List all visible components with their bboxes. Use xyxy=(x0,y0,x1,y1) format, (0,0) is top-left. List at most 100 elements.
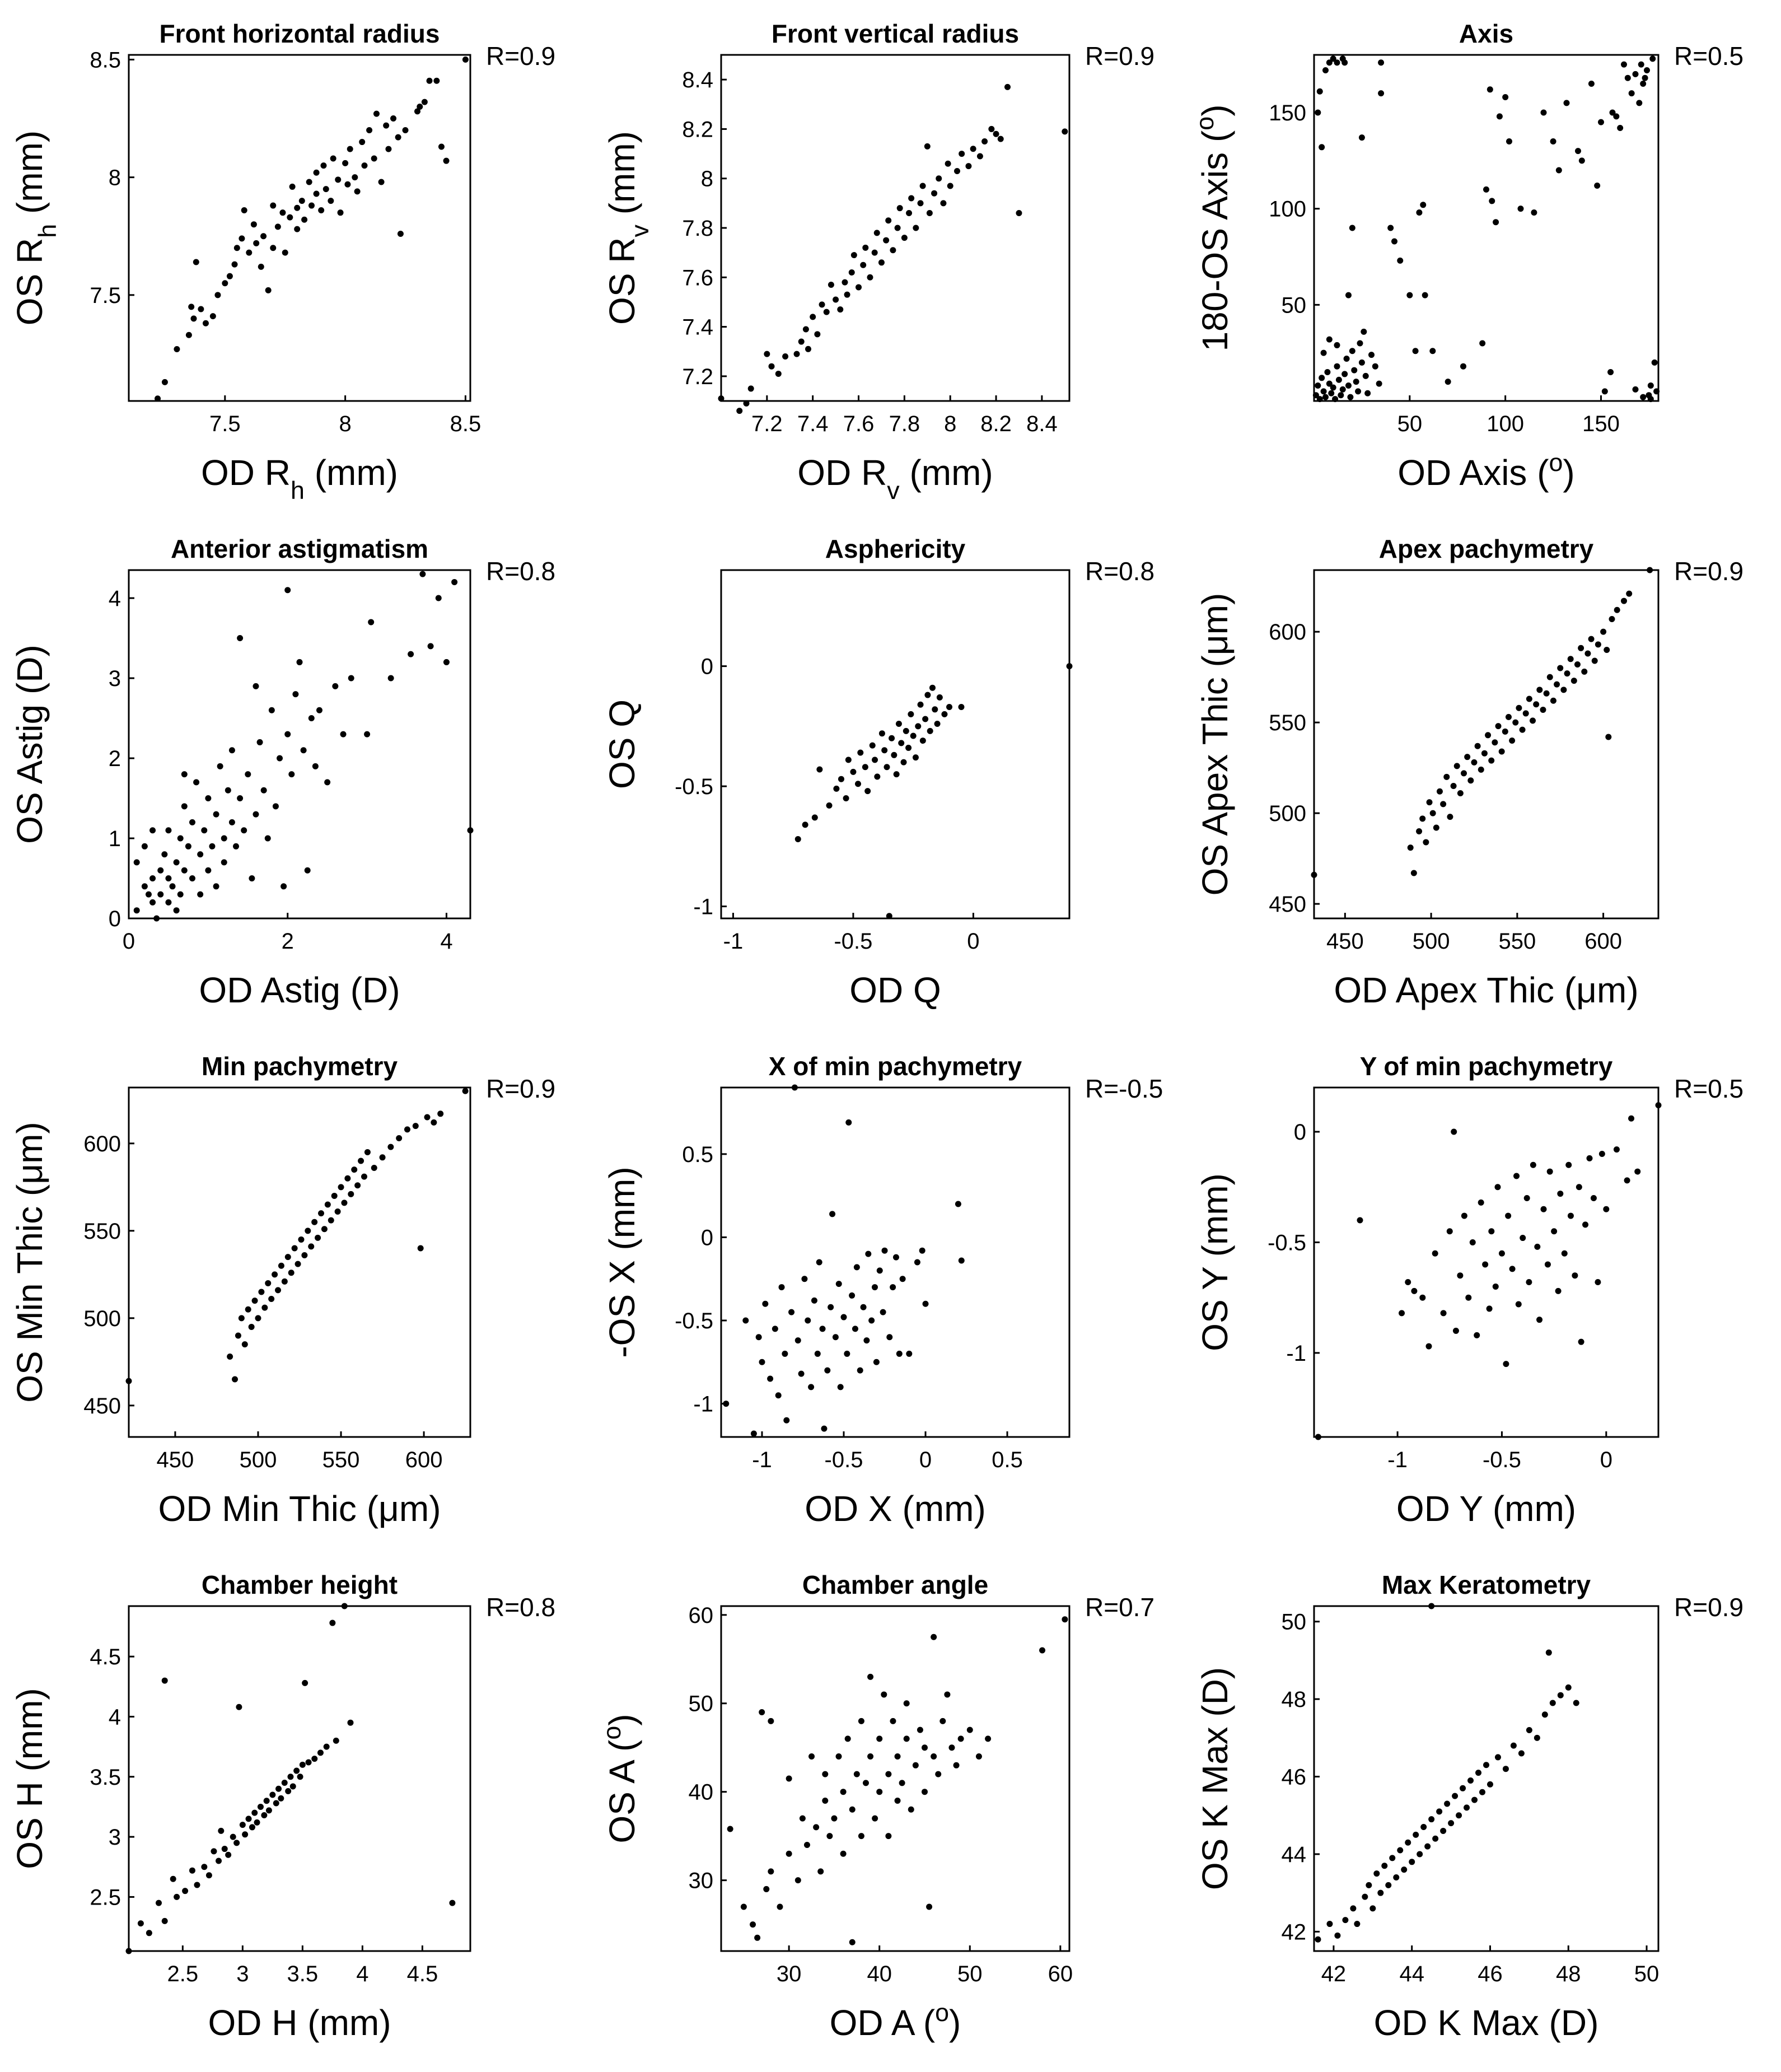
data-point xyxy=(294,204,301,211)
data-point xyxy=(228,819,235,825)
data-point xyxy=(906,1350,913,1357)
x-axis-label: OD Rv (mm) xyxy=(797,452,993,505)
data-point xyxy=(750,1921,756,1928)
y-tick-label: 50 xyxy=(1282,1610,1307,1635)
data-point xyxy=(1570,678,1577,684)
data-point xyxy=(1393,1874,1400,1880)
data-point xyxy=(723,1401,730,1407)
data-point xyxy=(156,1900,162,1906)
x-axis-label: OD Apex Thic (μm) xyxy=(1334,970,1638,1010)
data-point xyxy=(845,757,852,763)
data-point xyxy=(901,235,908,241)
data-point xyxy=(914,1259,920,1266)
x-tick-label: 8.2 xyxy=(980,412,1012,436)
data-point xyxy=(1526,696,1532,702)
data-point xyxy=(1586,1155,1593,1161)
data-point xyxy=(862,244,869,251)
data-point xyxy=(1452,1793,1459,1799)
data-point xyxy=(831,1815,838,1822)
y-axis-label: OS H (mm) xyxy=(10,1688,50,1869)
x-tick-label: 2.5 xyxy=(167,1962,199,1986)
scatter-panel-kmax: Max Keratometry R=0.9 42 44 46 48 50 42 44 46 48 50… xyxy=(1195,1570,1743,2043)
data-point xyxy=(1567,1212,1574,1219)
data-point xyxy=(844,1350,850,1357)
data-point xyxy=(161,379,168,385)
correlation-label: R=0.9 xyxy=(486,1074,555,1103)
data-point xyxy=(202,320,209,326)
x-tick-label: 550 xyxy=(1498,929,1536,954)
data-point xyxy=(395,134,401,141)
data-point xyxy=(1460,1785,1466,1791)
data-point xyxy=(312,763,319,769)
data-point xyxy=(883,237,890,244)
y-tick-label: 8.5 xyxy=(90,48,121,72)
data-point xyxy=(805,1317,811,1324)
data-point xyxy=(437,1110,444,1117)
data-point xyxy=(1517,206,1524,212)
data-point xyxy=(849,1939,856,1945)
data-point xyxy=(1644,67,1650,73)
y-tick-label: 600 xyxy=(1269,620,1306,645)
y-tick-label: 7.5 xyxy=(90,283,121,308)
data-point xyxy=(438,143,445,150)
data-point xyxy=(1578,157,1585,164)
data-point xyxy=(940,200,947,207)
x-tick-label: 2 xyxy=(282,929,294,954)
data-point xyxy=(816,766,823,773)
data-point xyxy=(340,731,347,738)
chart-title: Anterior astigmatism xyxy=(171,534,428,563)
data-point xyxy=(1377,1889,1384,1896)
data-point xyxy=(922,716,929,722)
data-point xyxy=(359,139,366,146)
data-point xyxy=(890,1718,896,1724)
data-point xyxy=(1465,1294,1472,1301)
data-point xyxy=(146,1930,152,1936)
y-tick-label: -0.5 xyxy=(675,774,713,799)
data-point xyxy=(981,138,988,144)
data-point xyxy=(924,143,931,150)
data-point xyxy=(1604,647,1610,654)
y-tick-label: 7.2 xyxy=(682,365,713,389)
plot-frame xyxy=(128,54,471,402)
data-point xyxy=(835,1281,842,1287)
data-point xyxy=(1413,1831,1419,1838)
x-tick-label: 3 xyxy=(236,1962,249,1986)
data-point xyxy=(782,1350,788,1357)
data-point xyxy=(373,110,380,117)
data-point xyxy=(802,822,808,828)
data-point xyxy=(1429,348,1436,354)
data-point xyxy=(1316,396,1323,403)
data-point xyxy=(1447,814,1453,820)
data-point xyxy=(1564,670,1570,677)
data-point xyxy=(1326,1921,1333,1928)
y-axis-label: 180-OS Axis (o) xyxy=(1191,104,1235,351)
data-point xyxy=(1373,1870,1380,1877)
data-point xyxy=(1397,257,1404,264)
y-tick-label: 0 xyxy=(701,1225,713,1250)
data-point xyxy=(878,259,885,266)
data-point xyxy=(433,77,440,84)
data-point xyxy=(1591,657,1598,664)
y-tick-label: 7.8 xyxy=(682,216,713,241)
data-point xyxy=(205,1872,212,1879)
data-point xyxy=(1407,844,1414,851)
data-point xyxy=(1540,1206,1547,1212)
data-point xyxy=(1451,1128,1457,1135)
data-point xyxy=(772,1326,778,1332)
data-point xyxy=(976,153,983,160)
data-point xyxy=(822,1771,829,1777)
data-point xyxy=(1357,340,1363,347)
data-point xyxy=(1412,348,1419,354)
data-point xyxy=(844,291,850,298)
x-axis-label: OD X (mm) xyxy=(805,1488,986,1529)
data-point xyxy=(198,306,204,312)
data-point xyxy=(1551,1228,1558,1235)
data-point xyxy=(1420,1824,1427,1831)
data-point xyxy=(1502,1766,1509,1772)
data-point xyxy=(213,883,219,890)
data-point xyxy=(1391,238,1397,245)
data-point xyxy=(287,1774,294,1780)
data-point xyxy=(903,727,909,734)
data-point xyxy=(281,1278,288,1285)
data-point xyxy=(173,907,180,914)
